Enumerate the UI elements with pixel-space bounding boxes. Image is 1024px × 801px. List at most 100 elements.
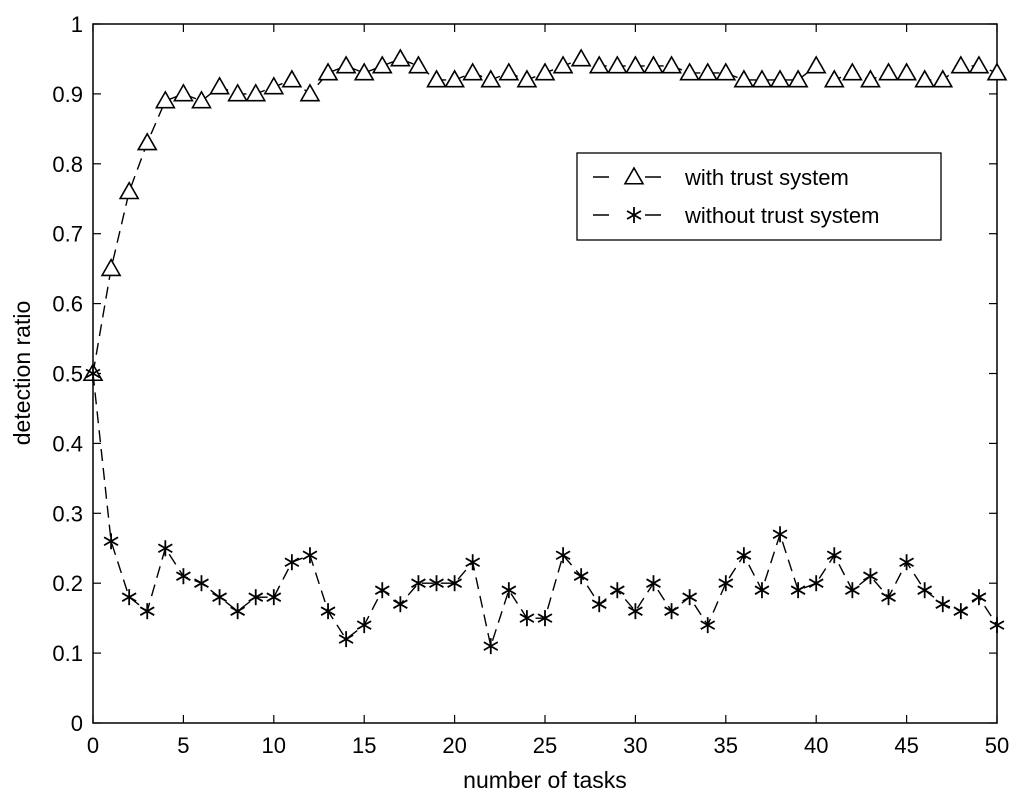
legend-marker-1 bbox=[623, 166, 645, 185]
data-point-s1 bbox=[100, 258, 122, 277]
data-point-s1 bbox=[498, 62, 520, 81]
data-point-s2 bbox=[483, 638, 499, 655]
data-point-s1 bbox=[643, 55, 664, 74]
data-point-s1 bbox=[733, 69, 755, 88]
data-point-s1 bbox=[769, 69, 791, 88]
y-tick-label: 0.1 bbox=[52, 641, 83, 666]
data-point-s2 bbox=[266, 589, 282, 606]
legend-box bbox=[576, 152, 942, 241]
data-point-s2 bbox=[627, 603, 643, 620]
data-point-s2 bbox=[917, 582, 933, 599]
x-tick-label: 35 bbox=[714, 733, 738, 758]
x-tick-label: 50 bbox=[985, 733, 1009, 758]
data-point-s2 bbox=[537, 610, 553, 627]
data-point-s1 bbox=[317, 62, 339, 81]
data-point-s2 bbox=[519, 610, 535, 627]
y-tick-label: 0.3 bbox=[52, 501, 83, 526]
y-tick-label: 0.8 bbox=[52, 152, 83, 177]
data-point-s1 bbox=[227, 83, 249, 102]
data-point-s2 bbox=[465, 554, 481, 571]
data-point-s1 bbox=[878, 62, 899, 81]
x-tick-label: 15 bbox=[352, 733, 376, 758]
data-point-s2 bbox=[754, 582, 770, 599]
legend-label-1: with trust system bbox=[684, 165, 849, 190]
data-point-s1 bbox=[245, 83, 267, 102]
data-point-s2 bbox=[899, 554, 915, 571]
data-point-s1 bbox=[588, 55, 610, 74]
data-point-s1 bbox=[136, 132, 158, 151]
x-axis-label: number of tasks bbox=[463, 767, 627, 793]
y-tick-label: 0.2 bbox=[52, 571, 83, 596]
x-tick-label: 30 bbox=[623, 733, 647, 758]
data-point-s2 bbox=[447, 575, 463, 592]
series-layer bbox=[82, 48, 1008, 655]
data-point-s2 bbox=[844, 582, 860, 599]
x-tick-label: 40 bbox=[804, 733, 828, 758]
data-point-s2 bbox=[103, 533, 119, 550]
data-point-s1 bbox=[841, 62, 863, 81]
data-point-s1 bbox=[805, 55, 827, 74]
x-tick-label: 0 bbox=[87, 733, 99, 758]
data-point-s2 bbox=[736, 547, 752, 564]
data-point-s2 bbox=[573, 568, 589, 585]
data-point-s1 bbox=[860, 69, 881, 88]
y-tick-label: 0.5 bbox=[52, 362, 83, 387]
data-point-s1 bbox=[209, 76, 230, 95]
data-point-s2 bbox=[609, 582, 625, 599]
data-point-s1 bbox=[444, 69, 465, 88]
y-axis-label: detection ratio bbox=[9, 301, 35, 445]
y-tick-label: 0 bbox=[71, 711, 83, 736]
data-point-s2 bbox=[682, 589, 698, 606]
data-point-s2 bbox=[718, 575, 734, 592]
data-point-s2 bbox=[230, 603, 246, 620]
data-point-s2 bbox=[157, 540, 173, 557]
data-point-s2 bbox=[392, 596, 408, 613]
data-point-s1 bbox=[118, 181, 140, 200]
legend-marker-2 bbox=[626, 207, 642, 223]
data-point-s1 bbox=[932, 69, 954, 88]
data-point-s2 bbox=[591, 596, 607, 613]
data-point-s2 bbox=[935, 596, 951, 613]
data-point-s2 bbox=[374, 582, 390, 599]
data-point-s2 bbox=[989, 617, 1005, 634]
axis-ticks: 0 5 10 15 20 25 30 35 40 45 50 0 0.1 0.2 0.3 0.4 0.5 0.6 0… bbox=[52, 12, 1009, 758]
data-point-s2 bbox=[429, 575, 444, 592]
data-point-s1 bbox=[606, 55, 628, 74]
data-point-s2 bbox=[555, 547, 571, 564]
y-tick-label: 0.4 bbox=[52, 431, 83, 456]
data-point-s1 bbox=[751, 69, 773, 88]
data-point-s1 bbox=[986, 62, 1008, 81]
data-point-s1 bbox=[679, 62, 701, 81]
data-point-s2 bbox=[863, 568, 878, 585]
data-point-s1 bbox=[552, 55, 574, 74]
data-point-s1 bbox=[697, 62, 719, 81]
data-point-s2 bbox=[121, 589, 137, 606]
data-point-s1 bbox=[480, 69, 502, 88]
data-point-s1 bbox=[896, 62, 917, 81]
data-point-s1 bbox=[516, 69, 538, 88]
y-tick-label: 1 bbox=[71, 12, 83, 37]
data-point-s2 bbox=[302, 547, 318, 564]
data-point-s1 bbox=[625, 55, 646, 74]
data-point-s2 bbox=[139, 603, 155, 620]
data-point-s1 bbox=[389, 48, 411, 67]
x-tick-label: 25 bbox=[533, 733, 557, 758]
legend-label-2: without trust system bbox=[684, 203, 879, 228]
data-point-s1 bbox=[968, 55, 990, 74]
data-point-s2 bbox=[175, 568, 191, 585]
data-point-s1 bbox=[191, 90, 212, 109]
data-point-s2 bbox=[881, 589, 896, 606]
data-point-s2 bbox=[320, 603, 336, 620]
data-point-s2 bbox=[953, 603, 969, 620]
data-point-s2 bbox=[411, 575, 426, 592]
legend: with trust system without trust system bbox=[576, 152, 942, 241]
data-point-s1 bbox=[661, 55, 682, 74]
data-point-s2 bbox=[826, 547, 842, 564]
data-point-s2 bbox=[85, 365, 101, 382]
data-point-s2 bbox=[194, 575, 209, 592]
data-point-s1 bbox=[950, 55, 972, 74]
data-point-s1 bbox=[570, 48, 592, 67]
data-point-s2 bbox=[284, 554, 300, 571]
data-point-s1 bbox=[715, 62, 737, 81]
y-tick-label: 0.9 bbox=[52, 82, 83, 107]
